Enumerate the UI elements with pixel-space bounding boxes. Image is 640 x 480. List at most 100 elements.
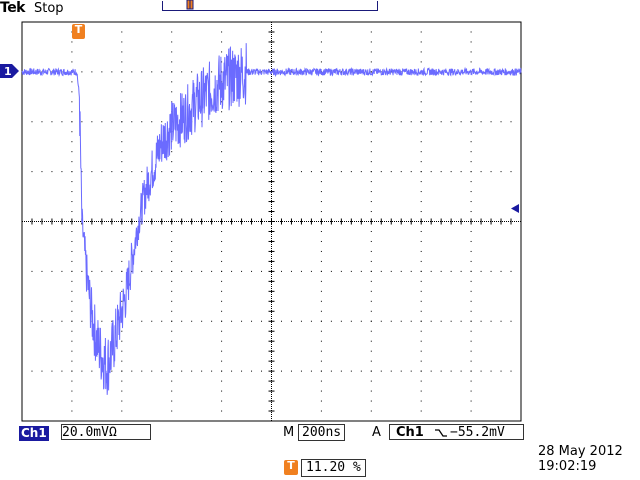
grid-dot bbox=[161, 71, 163, 73]
grid-dot bbox=[71, 31, 73, 33]
grid-dot bbox=[320, 380, 322, 382]
trigger-position-badge: T bbox=[284, 460, 298, 475]
grid-dot bbox=[470, 211, 472, 213]
grid-dot bbox=[71, 41, 73, 43]
grid-dot bbox=[350, 370, 352, 372]
falling-edge-icon bbox=[435, 429, 447, 437]
grid-dot bbox=[370, 91, 372, 93]
grid-dot bbox=[171, 320, 173, 322]
grid-dot bbox=[121, 51, 123, 53]
grid-dot bbox=[221, 21, 223, 23]
grid-dot bbox=[320, 330, 322, 332]
grid-dot bbox=[370, 250, 372, 252]
grid-dot bbox=[211, 320, 213, 322]
grid-dot bbox=[370, 211, 372, 213]
grid-dot bbox=[470, 51, 472, 53]
grid-dot bbox=[280, 320, 282, 322]
grid-dot bbox=[520, 320, 522, 322]
channel-1-label[interactable]: Ch1 bbox=[19, 426, 49, 441]
grid-dot bbox=[340, 370, 342, 372]
grid-dot bbox=[221, 151, 223, 153]
grid-dot bbox=[320, 290, 322, 292]
trigger-source[interactable]: Ch1 bbox=[396, 425, 424, 440]
grid-dot bbox=[121, 41, 123, 43]
trigger-level-marker[interactable] bbox=[510, 204, 520, 214]
grid-dot bbox=[440, 320, 442, 322]
waveform-display[interactable] bbox=[20, 20, 523, 423]
grid-dot bbox=[61, 121, 63, 123]
timebase-value[interactable]: 200ns bbox=[298, 424, 346, 441]
grid-dot bbox=[490, 171, 492, 173]
grid-dot bbox=[470, 360, 472, 362]
grid-dot bbox=[320, 211, 322, 213]
grid-dot bbox=[420, 81, 422, 83]
grid-dot bbox=[141, 370, 143, 372]
grid-dot bbox=[320, 280, 322, 282]
grid-dot bbox=[420, 181, 422, 183]
grid-dot bbox=[420, 380, 422, 382]
grid-dot bbox=[171, 191, 173, 193]
grid-dot bbox=[280, 171, 282, 173]
grid-dot bbox=[91, 370, 93, 372]
grid-dot bbox=[470, 131, 472, 133]
grid-dot bbox=[71, 350, 73, 352]
grid-dot bbox=[370, 41, 372, 43]
grid-dot bbox=[440, 121, 442, 123]
grid-dot bbox=[360, 171, 362, 173]
grid-dot bbox=[261, 121, 263, 123]
grid-dot bbox=[420, 121, 422, 123]
grid-dot bbox=[231, 270, 233, 272]
grid-dot bbox=[201, 171, 203, 173]
grid-dot bbox=[111, 121, 113, 123]
grid-dot bbox=[221, 181, 223, 183]
record-position-bar[interactable] bbox=[162, 0, 378, 11]
grid-dot bbox=[61, 171, 63, 173]
grid-dot bbox=[320, 320, 322, 322]
channel-1-ground-marker[interactable]: 1 bbox=[0, 64, 20, 78]
grid-dot bbox=[161, 370, 163, 372]
grid-dot bbox=[121, 131, 123, 133]
grid-dot bbox=[171, 41, 173, 43]
grid-dot bbox=[151, 320, 153, 322]
grid-dot bbox=[320, 131, 322, 133]
grid-dot bbox=[390, 71, 392, 73]
grid-dot bbox=[470, 420, 472, 422]
grid-dot bbox=[221, 141, 223, 143]
grid-dot bbox=[370, 270, 372, 272]
grid-dot bbox=[121, 290, 123, 292]
grid-dot bbox=[470, 390, 472, 392]
grid-dot bbox=[420, 21, 422, 23]
grid-dot bbox=[121, 420, 123, 422]
trigger-position-marker[interactable]: T bbox=[72, 24, 85, 39]
channel-1-scale: 20.0mVΩ bbox=[62, 425, 117, 440]
grid-dot bbox=[71, 201, 73, 203]
grid-dot bbox=[231, 370, 233, 372]
grid-dot bbox=[470, 310, 472, 312]
grid-dot bbox=[510, 320, 512, 322]
grid-dot bbox=[320, 41, 322, 43]
grid-dot bbox=[241, 370, 243, 372]
grid-dot bbox=[101, 270, 103, 272]
grid-dot bbox=[420, 310, 422, 312]
grid-dot bbox=[71, 400, 73, 402]
grid-dot bbox=[41, 171, 43, 173]
grid-dot bbox=[470, 380, 472, 382]
grid-dot bbox=[171, 340, 173, 342]
grid-dot bbox=[91, 171, 93, 173]
grid-dot bbox=[500, 121, 502, 123]
grid-dot bbox=[21, 171, 23, 173]
grid-dot bbox=[480, 171, 482, 173]
grid-dot bbox=[470, 290, 472, 292]
grid-dot bbox=[71, 171, 73, 173]
grid-dot bbox=[221, 410, 223, 412]
grid-dot bbox=[330, 171, 332, 173]
grid-dot bbox=[221, 260, 223, 262]
grid-dot bbox=[121, 101, 123, 103]
grid-dot bbox=[71, 390, 73, 392]
grid-dot bbox=[261, 370, 263, 372]
grid-dot bbox=[251, 171, 253, 173]
grid-dot bbox=[71, 310, 73, 312]
grid-dot bbox=[261, 270, 263, 272]
grid-dot bbox=[320, 270, 322, 272]
grid-dot bbox=[31, 370, 33, 372]
